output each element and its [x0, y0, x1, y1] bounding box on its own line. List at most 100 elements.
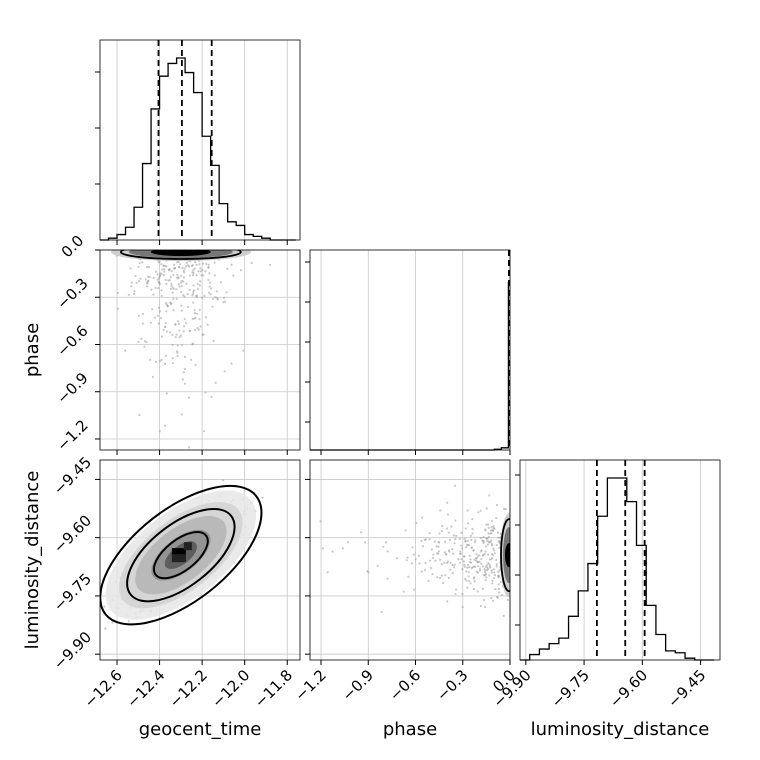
sample-point: [428, 559, 431, 562]
sample-point: [484, 578, 487, 582]
sample-point: [191, 274, 195, 277]
sample-point: [199, 267, 202, 270]
sample-point: [104, 627, 107, 630]
sample-point: [143, 345, 146, 348]
sample-point: [183, 267, 186, 270]
sample-point: [158, 430, 161, 433]
sample-point: [222, 296, 226, 300]
sample-point: [473, 565, 477, 569]
sample-point: [447, 531, 450, 534]
contour-line: [126, 507, 236, 603]
sample-point: [156, 278, 159, 281]
sample-point: [446, 501, 449, 504]
sample-point: [417, 554, 421, 557]
sample-point: [492, 568, 495, 571]
sample-point: [489, 532, 492, 535]
sample-point: [451, 563, 454, 567]
sample-point: [182, 269, 185, 273]
sample-point: [468, 544, 471, 547]
sample-point: [138, 414, 141, 417]
sample-point: [195, 274, 198, 277]
sample-point: [477, 511, 480, 514]
sample-point: [467, 575, 470, 578]
sample-point: [147, 275, 150, 278]
sample-point: [169, 287, 172, 291]
sample-point: [466, 522, 470, 525]
sample-point: [466, 586, 469, 589]
sample-point: [157, 276, 161, 280]
sample-point: [164, 278, 167, 281]
sample-point: [166, 305, 169, 308]
sample-point: [159, 316, 163, 320]
sample-point: [492, 525, 495, 528]
sample-point: [463, 537, 466, 541]
sample-point: [171, 357, 174, 360]
sample-point: [171, 362, 175, 365]
sample-point: [506, 598, 510, 601]
y-tick-label: −0.3: [53, 274, 91, 312]
sample-point: [488, 558, 491, 561]
sample-point: [491, 582, 494, 585]
sample-point: [478, 569, 481, 572]
sample-point: [164, 322, 167, 325]
panel-frame: [99, 459, 301, 661]
panel-frame: [99, 39, 301, 241]
sample-point: [160, 294, 163, 298]
sample-point: [452, 566, 456, 569]
sample-point: [466, 566, 469, 569]
density-core-cell: [171, 554, 180, 563]
panel-contents: [319, 484, 510, 618]
panel-contents: [110, 250, 272, 449]
sample-point: [202, 430, 206, 433]
sample-point: [210, 395, 213, 398]
panel-background: [310, 250, 510, 450]
density-core-cell: [183, 542, 192, 551]
sample-point: [201, 268, 204, 272]
sample-point: [162, 328, 165, 331]
sample-point: [219, 281, 223, 284]
sample-point: [185, 265, 188, 268]
sample-point: [446, 560, 450, 563]
sample-point: [447, 576, 450, 580]
sample-point: [500, 593, 503, 597]
sample-point: [421, 545, 425, 548]
sample-point: [482, 541, 485, 545]
sample-point: [165, 282, 168, 285]
sample-point: [492, 526, 495, 530]
sample-point: [232, 274, 235, 277]
sample-point: [181, 266, 184, 270]
sample-point: [461, 592, 464, 596]
sample-point: [146, 280, 149, 283]
sample-point: [454, 484, 457, 487]
sample-point: [163, 268, 166, 271]
sample-point: [167, 279, 170, 282]
sample-point: [158, 360, 162, 363]
sample-point: [194, 363, 197, 366]
sample-point: [196, 327, 199, 330]
sample-point: [210, 287, 213, 290]
sample-point: [432, 553, 435, 556]
corner-plot-panels: [95, 39, 721, 665]
sample-point: [440, 563, 443, 566]
sample-point: [463, 565, 466, 568]
sample-point: [497, 574, 500, 577]
sample-point: [459, 550, 462, 553]
sample-point: [461, 605, 464, 609]
sample-point: [446, 527, 449, 530]
sample-point: [169, 276, 172, 279]
sample-point: [214, 296, 217, 299]
sample-point: [497, 576, 500, 579]
contour-line: [152, 531, 209, 580]
sample-point: [164, 362, 167, 365]
sample-point: [468, 554, 471, 557]
sample-point: [162, 274, 165, 277]
sample-point: [493, 552, 497, 555]
sample-point: [428, 532, 431, 535]
sample-point: [431, 572, 434, 576]
sample-point: [490, 539, 493, 542]
sample-point: [193, 309, 196, 312]
sample-point: [492, 547, 495, 550]
sample-point: [488, 574, 491, 577]
sample-point: [153, 316, 156, 319]
sample-point: [198, 308, 201, 311]
